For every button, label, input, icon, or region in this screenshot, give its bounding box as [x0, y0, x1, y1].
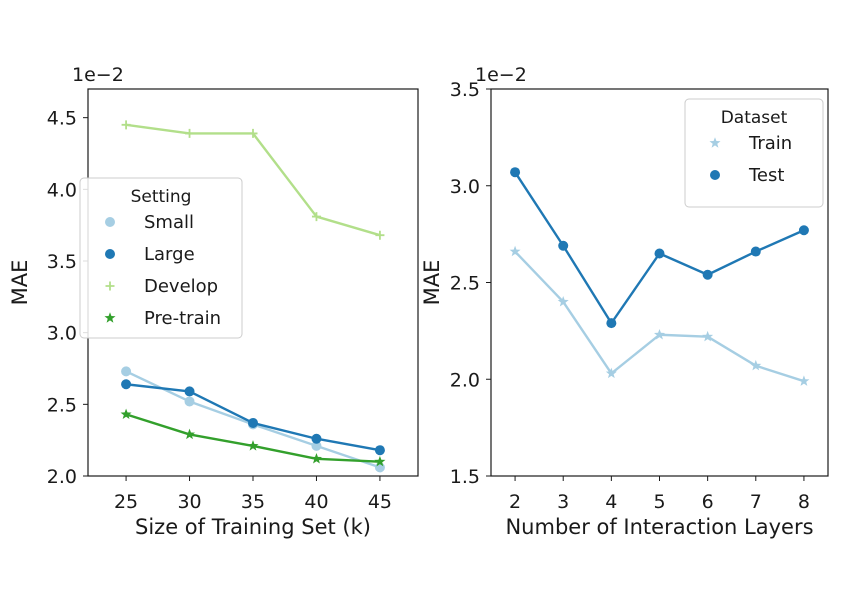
chart-interaction-layers: 2 3 4 5 6 7 8 1.5 2.0 2.5 3.0 3.51e−2 Number of Inte… [420, 64, 829, 539]
legend-entry-label: Pre-train [144, 308, 221, 329]
x-tick-label: 3 [557, 491, 569, 513]
series-large [121, 379, 385, 456]
x-tick-label: 30 [177, 491, 201, 513]
legend-title: Dataset [721, 108, 788, 128]
data-point [184, 386, 195, 397]
data-point [557, 296, 569, 307]
x-tick-label: 35 [241, 491, 265, 513]
chart-training-set-size: 25 30 35 40 45 2.0 2.5 3.0 3.5 4.0 4.5 1e−2 Size of … [8, 64, 419, 539]
x-tick-label: 5 [653, 491, 665, 513]
y-tick-label: 3.0 [47, 323, 77, 345]
data-point [121, 379, 132, 390]
data-point [121, 120, 131, 130]
legend-box [79, 177, 243, 339]
x-tick-label: 45 [368, 491, 392, 513]
data-point [185, 128, 195, 138]
y-tick-label: 3.0 [450, 176, 480, 198]
legend-marker [105, 281, 115, 291]
data-point [654, 248, 665, 259]
data-point [798, 375, 810, 386]
data-point [311, 440, 322, 451]
legend-box [684, 98, 824, 208]
series-pre-train [120, 408, 386, 467]
legend-marker [710, 170, 720, 180]
y-tick-label: 3.5 [47, 251, 77, 273]
data-point [510, 167, 521, 178]
x-tick-label: 25 [114, 491, 138, 513]
y-tick-label: 1.5 [450, 466, 480, 488]
data-point [606, 318, 617, 329]
data-point [375, 230, 385, 240]
y-tick-label: 2.5 [450, 273, 480, 295]
y-axis-label: MAE [420, 260, 444, 306]
data-point [374, 445, 385, 456]
x-tick-label: 4 [605, 491, 617, 513]
data-point [120, 408, 132, 420]
legend: Setting Small Large Develop Pre-train [79, 177, 243, 339]
data-point [558, 240, 569, 251]
data-point [121, 366, 132, 377]
y-axis-label: MAE [8, 260, 32, 306]
x-tick-label: 6 [702, 491, 714, 513]
series-train [509, 245, 810, 386]
legend: Dataset Train Test [684, 98, 824, 208]
axis-offset-text: 1e−2 [475, 64, 527, 86]
y-tick-label: 4.5 [47, 108, 77, 130]
axis-offset-text: 1e−2 [72, 64, 124, 86]
y-tick-label: 2.5 [47, 394, 77, 416]
data-point [702, 330, 714, 342]
legend-marker [104, 312, 116, 323]
x-tick-label: 8 [798, 491, 810, 513]
series-develop [121, 120, 385, 240]
data-point [605, 367, 617, 379]
legend-marker [105, 249, 115, 259]
data-point [702, 269, 713, 280]
data-point [750, 359, 762, 371]
legend-marker [709, 137, 721, 148]
legend-entry-label: Small [144, 212, 194, 233]
legend-entry-label: Train [748, 133, 792, 154]
data-point [247, 440, 259, 451]
x-tick-label: 7 [750, 491, 762, 513]
legend-title: Setting [131, 187, 192, 207]
y-tick-label: 3.5 [450, 79, 480, 101]
legend-marker [105, 217, 115, 227]
data-point [750, 246, 761, 257]
data-point [653, 328, 666, 340]
legend-entry-label: Large [144, 244, 195, 265]
legend-entry-label: Develop [144, 276, 218, 297]
x-tick-label: 40 [304, 491, 328, 513]
series-line [514, 250, 805, 383]
y-tick-label: 2.0 [450, 369, 480, 391]
y-tick-label: 4.0 [47, 179, 77, 201]
data-point [248, 128, 258, 138]
data-point [310, 453, 322, 464]
x-axis-label: Number of Interaction Layers [505, 515, 813, 539]
series-test [510, 167, 809, 329]
data-point [509, 245, 521, 257]
data-point [798, 225, 809, 236]
data-point [374, 455, 386, 467]
legend-entry-label: Test [748, 165, 784, 186]
y-tick-label: 2.0 [47, 466, 77, 488]
x-tick-label: 2 [509, 491, 521, 513]
data-point [248, 417, 258, 428]
data-point [184, 428, 196, 440]
data-point [311, 212, 321, 222]
data-point [184, 396, 195, 407]
data-point [311, 433, 322, 444]
x-axis-label: Size of Training Set (k) [135, 515, 371, 539]
